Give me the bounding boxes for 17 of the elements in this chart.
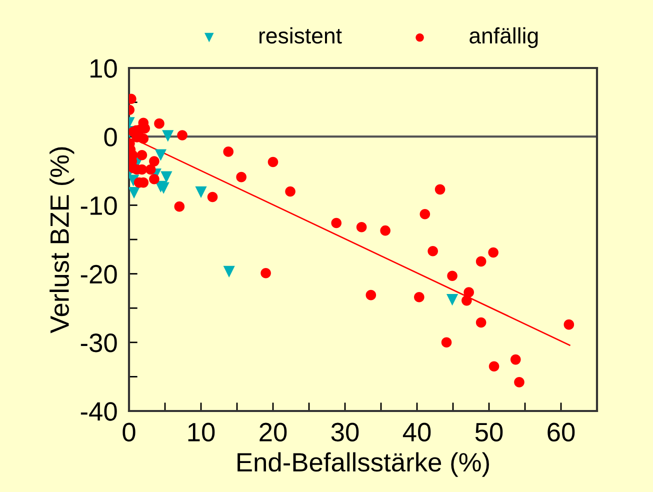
y-tick-label: -40 <box>80 402 117 421</box>
y-tick-label: -30 <box>80 334 117 352</box>
x-tick-label: 50 <box>475 422 503 442</box>
y-axis-title: Verlust BZE (%) <box>50 147 74 334</box>
x-tick-label: 60 <box>548 422 575 442</box>
x-tick-label: 0 <box>122 422 136 442</box>
x-axis-title: End-Befallsstärke (%) <box>238 452 489 477</box>
legend-label: anfällig <box>470 27 538 48</box>
x-tick-label: 20 <box>260 422 287 442</box>
y-tick-label: 10 <box>90 59 117 78</box>
x-tick-label: 10 <box>188 422 215 442</box>
x-tick-label: 40 <box>402 422 431 442</box>
y-tick-label: -10 <box>80 196 117 216</box>
legend-label: resistent <box>260 27 342 44</box>
x-tick-label: 30 <box>331 422 359 442</box>
y-tick-label: 0 <box>104 128 117 146</box>
y-tick-label: -20 <box>80 264 117 284</box>
